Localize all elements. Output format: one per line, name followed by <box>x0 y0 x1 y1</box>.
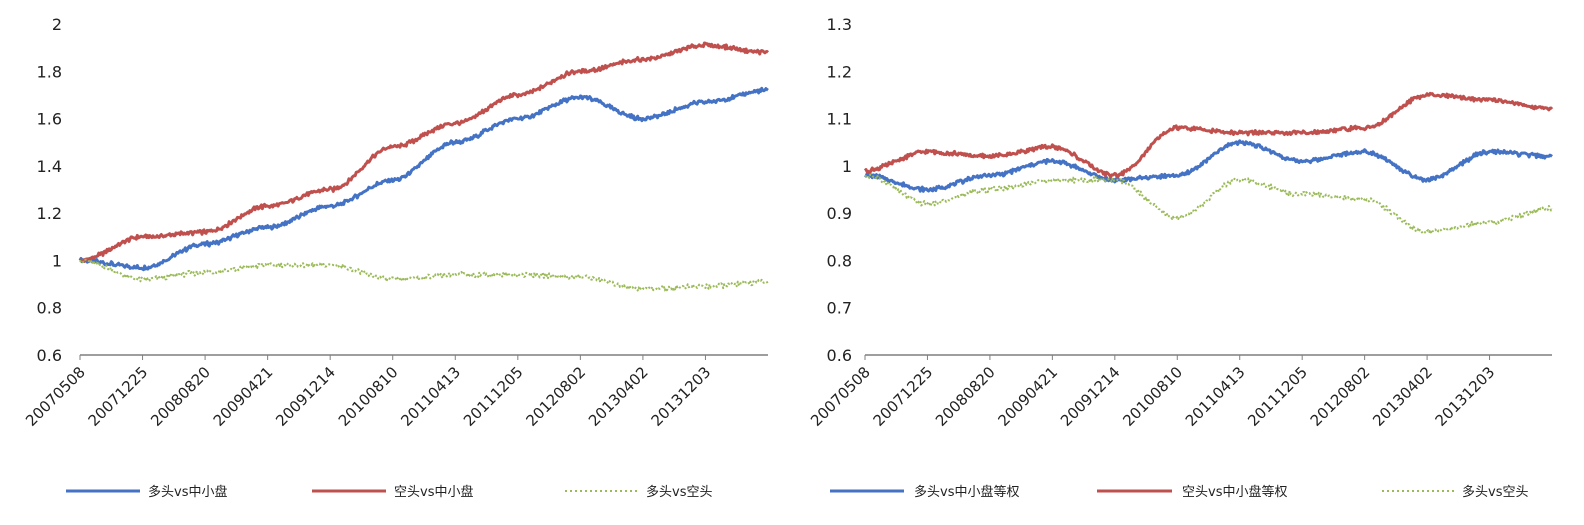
x-tick-label: 20131203 <box>648 363 715 430</box>
x-tick-label: 20130402 <box>1369 363 1436 430</box>
x-tick-label: 20071225 <box>85 363 152 430</box>
y-tick-label: 0.6 <box>827 346 852 365</box>
x-tick-label: 20100810 <box>335 363 402 430</box>
y-tick-label: 0.8 <box>827 251 852 270</box>
y-tick-label: 1.1 <box>827 110 852 129</box>
x-tick-label: 20091214 <box>1057 363 1124 430</box>
x-tick-label: 20100810 <box>1119 363 1186 430</box>
chart-right: 1.31.21.110.90.80.70.6200705082007122520… <box>807 15 1554 500</box>
x-tick-label: 20110413 <box>397 363 464 430</box>
chart-left: 2 1.8 1.6 1.4 1.2 1 0.8 0.620070508200712252008… <box>22 15 770 500</box>
x-tick-label: 20080820 <box>932 363 999 430</box>
x-tick-label: 20080820 <box>147 363 214 430</box>
x-tick-label: 20120802 <box>1307 363 1374 430</box>
series-line <box>864 139 1553 193</box>
x-tick-label: 20070508 <box>22 363 89 430</box>
y-tick-label: 1.2 <box>827 62 852 81</box>
y-tick-label: 1.6 <box>37 110 62 129</box>
legend-label: 多头vs空头 <box>646 484 712 500</box>
y-tick-label: 1.4 <box>37 157 62 176</box>
series-line <box>864 173 1553 235</box>
x-tick-label: 20111205 <box>1244 363 1311 430</box>
legend-label: 多头vs空头 <box>1462 484 1528 500</box>
x-tick-label: 20071225 <box>870 363 937 430</box>
legend-label: 空头vs中小盘等权 <box>1182 484 1287 500</box>
x-tick-label: 20120802 <box>522 363 589 430</box>
series-line <box>79 41 770 263</box>
x-tick-label: 20090421 <box>210 363 277 430</box>
series-line <box>79 258 769 292</box>
legend-label: 多头vs中小盘 <box>148 484 227 500</box>
x-tick-label: 20091214 <box>272 363 339 430</box>
y-tick-label: 0.6 <box>37 346 62 365</box>
y-tick-label: 0.8 <box>37 299 62 318</box>
x-tick-label: 20090421 <box>994 363 1061 430</box>
legend-label: 空头vs中小盘 <box>394 484 473 500</box>
y-tick-label: 1.2 <box>37 204 62 223</box>
y-tick-label: 0.7 <box>827 299 852 318</box>
series-line <box>78 86 769 272</box>
x-tick-label: 20111205 <box>460 363 527 430</box>
y-tick-label: 0.9 <box>827 204 852 223</box>
y-tick-label: 1 <box>842 157 852 176</box>
x-tick-label: 20070508 <box>807 363 874 430</box>
y-tick-label: 1 <box>52 251 62 270</box>
legend-label: 多头vs中小盘等权 <box>914 484 1019 500</box>
y-tick-label: 2 <box>52 15 62 34</box>
y-tick-label: 1.8 <box>37 62 62 81</box>
series-line <box>863 91 1554 179</box>
x-tick-label: 20131203 <box>1432 363 1499 430</box>
x-tick-label: 20130402 <box>585 363 652 430</box>
y-tick-label: 1.3 <box>827 15 852 34</box>
x-tick-label: 20110413 <box>1182 363 1249 430</box>
